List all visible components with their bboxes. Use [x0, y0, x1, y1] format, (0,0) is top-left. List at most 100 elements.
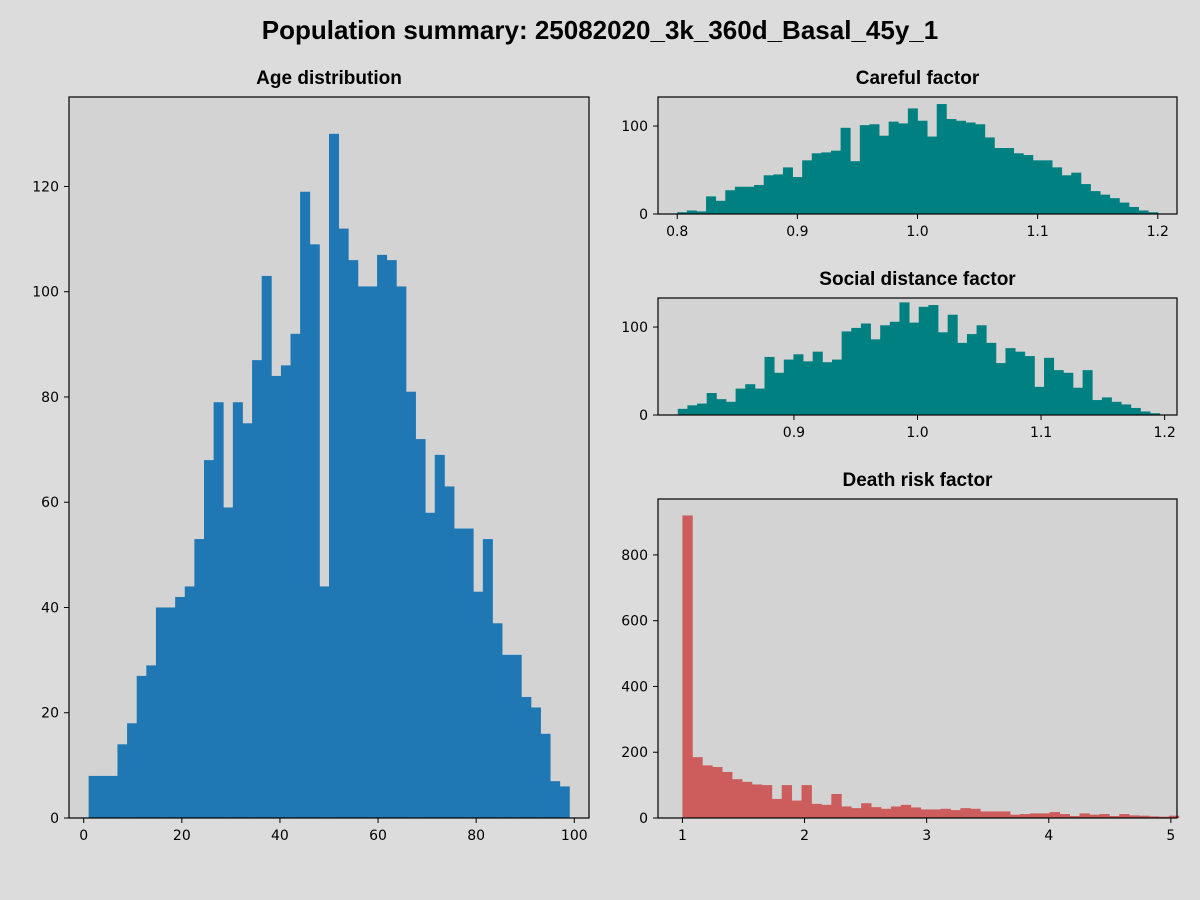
histogram-bar: [940, 808, 951, 818]
y-tick-label: 120: [32, 179, 59, 195]
y-tick-label: 0: [639, 207, 648, 223]
histogram-bar: [801, 785, 812, 818]
histogram-bar: [1000, 811, 1011, 818]
histogram-bar: [1023, 155, 1034, 214]
histogram-bar: [261, 275, 272, 818]
histogram-bar: [1010, 814, 1021, 818]
histogram-bar: [1071, 172, 1082, 214]
careful-bars: [677, 104, 1159, 214]
histogram-bar: [367, 286, 378, 818]
histogram-bar: [960, 808, 971, 818]
histogram-bar: [194, 539, 205, 818]
histogram-bar: [840, 127, 851, 214]
histogram-bar: [696, 211, 707, 214]
y-tick-label: 80: [41, 390, 59, 406]
histogram-bar: [976, 325, 987, 415]
histogram-bar: [309, 244, 320, 818]
histogram-bar: [861, 803, 872, 818]
histogram-bar: [107, 775, 118, 818]
histogram-bar: [1138, 210, 1149, 214]
histogram-bar: [791, 800, 802, 818]
histogram-bar: [1042, 160, 1053, 214]
histogram-bar: [1158, 816, 1170, 818]
histogram-bar: [434, 454, 445, 818]
histogram-bar: [725, 401, 737, 415]
histogram-bar: [1005, 348, 1016, 415]
histogram-bar: [811, 803, 822, 818]
histogram-bar: [1092, 400, 1103, 415]
histogram-bar: [425, 512, 436, 818]
histogram-bar: [821, 152, 832, 214]
histogram-bar: [1019, 814, 1031, 818]
histogram-bar: [687, 405, 698, 415]
histogram-bar: [734, 186, 745, 214]
histogram-bar: [986, 342, 997, 415]
histogram-bar: [706, 196, 717, 214]
histogram-bar: [280, 365, 291, 818]
histogram-bar: [761, 785, 773, 818]
histogram-bar: [1128, 206, 1139, 214]
histogram-bar: [1109, 816, 1120, 818]
histogram-bar: [822, 362, 833, 415]
y-tick-label: 400: [621, 679, 648, 695]
y-tick-label: 600: [621, 614, 648, 630]
histogram-bar: [990, 811, 1001, 818]
histogram-bar: [722, 771, 733, 818]
histogram-bar: [232, 402, 243, 818]
histogram-bar: [444, 486, 455, 818]
histogram-bar: [831, 359, 843, 415]
histogram-bar: [938, 332, 949, 415]
histogram-bar: [851, 327, 862, 415]
histogram-bar: [859, 125, 870, 214]
y-tick-label: 100: [621, 119, 648, 135]
histogram-bar: [812, 351, 823, 415]
histogram-bar: [900, 804, 912, 818]
histogram-bar: [1063, 372, 1074, 415]
careful-factor-panel: Careful factor 0.8 0.9 1.0 1.1 1.2 0 100: [621, 68, 1178, 240]
x-tick-label: 1.0: [906, 425, 928, 441]
histogram-bar: [773, 174, 784, 214]
histogram-bar: [735, 388, 746, 415]
histogram-bar: [751, 784, 763, 818]
histogram-bar: [386, 260, 397, 818]
histogram-bar: [732, 779, 743, 818]
histogram-bar: [725, 190, 736, 214]
social-bars: [677, 302, 1161, 415]
histogram-bar: [764, 356, 775, 415]
y-tick-label: 800: [621, 548, 648, 564]
histogram-bar: [907, 108, 918, 214]
y-tick-label: 200: [621, 745, 648, 761]
x-tick-label: 60: [369, 828, 387, 844]
histogram-bar: [204, 460, 215, 818]
histogram-bar: [1013, 153, 1024, 214]
histogram-bar: [348, 260, 359, 818]
histogram-bar: [783, 359, 794, 415]
histogram-bar: [771, 798, 783, 818]
histogram-bar: [550, 781, 561, 818]
histogram-bar: [405, 391, 416, 818]
histogram-bar: [1004, 148, 1015, 214]
histogram-bar: [706, 393, 717, 415]
histogram-bar: [223, 507, 234, 818]
histogram-bar: [890, 806, 902, 818]
histogram-bar: [1100, 194, 1111, 214]
histogram-bar: [463, 528, 474, 818]
social-title: Social distance factor: [819, 269, 1016, 290]
x-tick-label: 0.9: [786, 224, 808, 240]
x-tick-label: 1.1: [1030, 425, 1052, 441]
histogram-bar: [1119, 202, 1130, 214]
histogram-bar: [821, 804, 832, 818]
histogram-bar: [1099, 814, 1110, 818]
histogram-bar: [918, 306, 929, 415]
histogram-bar: [1130, 407, 1141, 415]
histogram-bar: [1039, 813, 1051, 818]
histogram-bar: [1082, 370, 1093, 415]
x-tick-label: 40: [271, 828, 289, 844]
histogram-bar: [1089, 814, 1100, 818]
histogram-bar: [1059, 814, 1071, 818]
histogram-bar: [252, 360, 263, 818]
histogram-bar: [242, 423, 253, 818]
histogram-bar: [950, 810, 961, 818]
histogram-bar: [880, 808, 892, 818]
histogram-bar: [1139, 815, 1150, 818]
